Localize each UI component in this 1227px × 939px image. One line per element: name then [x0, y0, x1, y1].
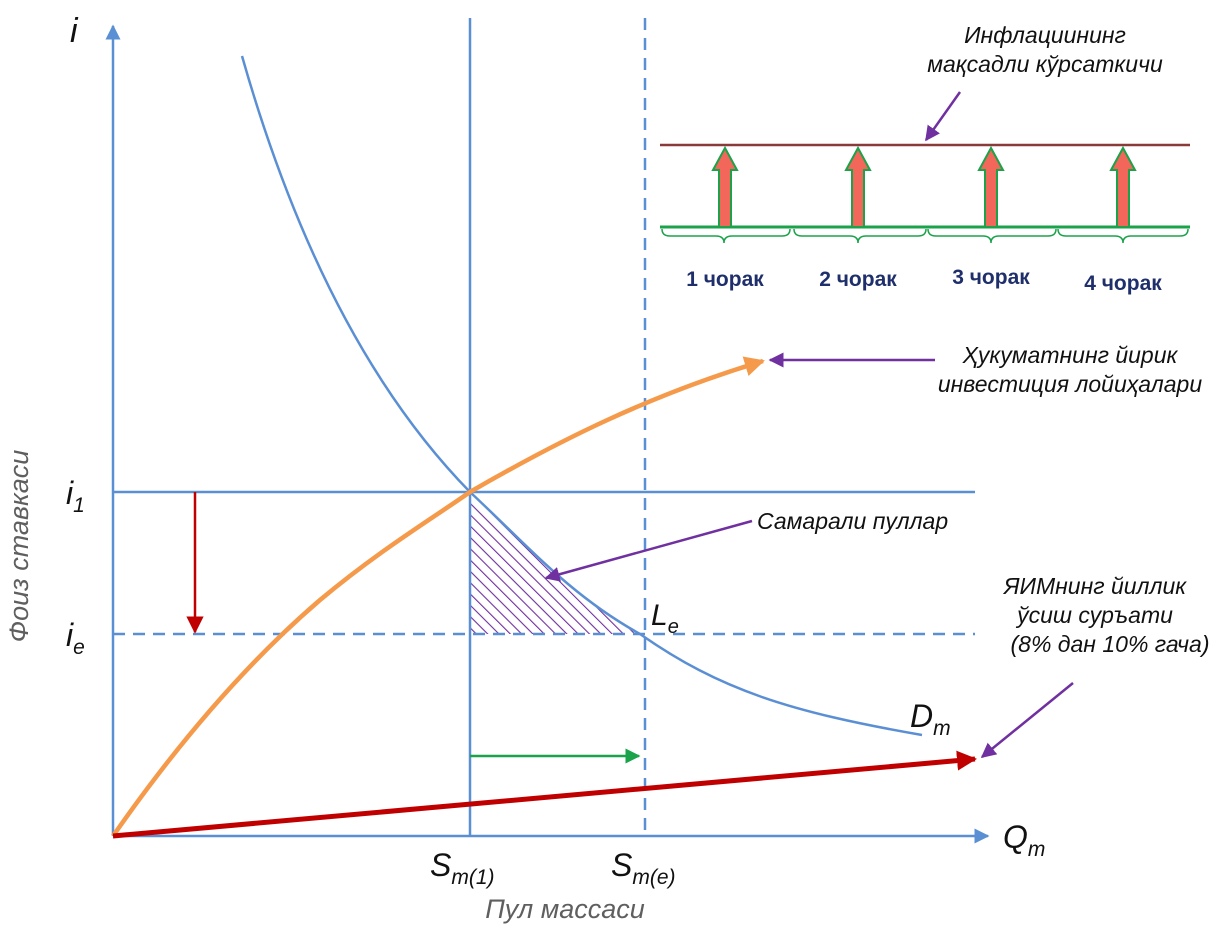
ie-label: ie: [66, 617, 85, 659]
gdp-label-line3: (8% дан 10% гача): [1011, 631, 1210, 657]
efficient-money-callout-arrow: [544, 519, 753, 582]
investment-label-line2: инвестиция лойиҳалари: [938, 371, 1202, 397]
quarter-label-1: 1 чорак: [686, 268, 764, 291]
quarter-arrow-3: [977, 145, 1005, 228]
x-axis-symbol: Qm: [1003, 819, 1045, 861]
gdp-growth-arrow: [112, 750, 977, 839]
quarter-arrow-2: [844, 145, 872, 228]
dm-label: Dm: [910, 698, 951, 740]
gdp-callout-arrow: [980, 682, 1074, 758]
quarter-label-2: 2 чорак: [819, 268, 897, 291]
sme-label: Sm(e): [611, 847, 676, 889]
investment-curve: [111, 356, 765, 838]
inflation-target-label-line2: мақсадли кўрсаткичи: [927, 51, 1163, 77]
quarter-arrow-4: [1109, 145, 1137, 228]
inflation-callout-arrow: [924, 91, 962, 142]
x-axis-title: Пул массаси: [485, 894, 645, 924]
gdp-label-line1: ЯИМнинг йиллик: [1002, 573, 1187, 599]
quarter-brace-1: [661, 228, 791, 244]
quarter-brace-4: [1057, 228, 1189, 244]
quarter-label-4: 4 чорак: [1084, 272, 1162, 295]
y-axis-title: Фоиз ставкаси: [4, 450, 34, 643]
y-axis-symbol: i: [70, 12, 79, 50]
inflation-target-label-line1: Инфлациининг: [964, 22, 1126, 48]
inflation-target-inset: [660, 143, 1190, 244]
quarter-brace-2: [793, 228, 927, 244]
efficient-money-area: [470, 492, 640, 634]
quarter-brace-3: [927, 228, 1057, 244]
investment-label-line1: Ҳукуматнинг йирик: [962, 342, 1179, 368]
sm1-label: Sm(1): [430, 847, 495, 889]
i1-label: i1: [66, 475, 85, 517]
money-demand-curve: [240, 55, 923, 737]
efficient-money-label: Самарали пуллар: [757, 508, 948, 534]
le-label: Le: [651, 599, 679, 638]
quarter-arrow-1: [711, 145, 739, 228]
gdp-label-line2: ўсиш суръати: [1015, 602, 1173, 628]
quarter-label-3: 3 чорак: [952, 266, 1030, 289]
